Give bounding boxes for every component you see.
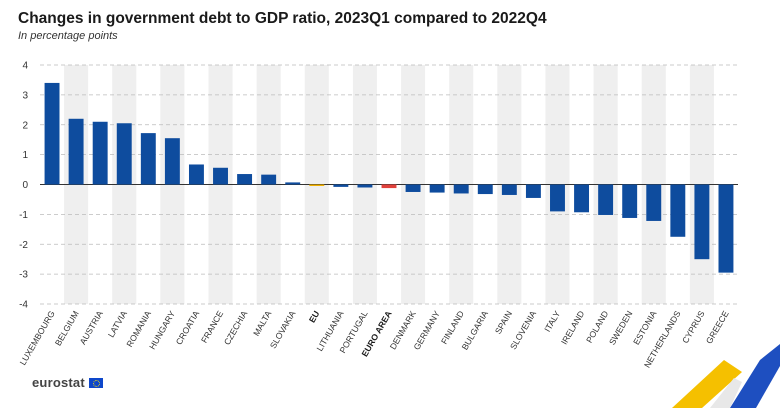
bar-lithuania (333, 184, 349, 187)
eurostat-logo: eurostat (32, 375, 103, 390)
x-tick-label: FRANCE (199, 309, 225, 345)
x-tick-label: AUSTRIA (78, 309, 105, 346)
bar-cyprus (694, 184, 710, 260)
bar-slovakia (285, 182, 301, 185)
bar-france (213, 167, 228, 185)
x-tick-label: LUXEMBOURG (18, 309, 57, 367)
bar-hungary (164, 138, 180, 185)
x-tick-label: POLAND (584, 309, 610, 345)
bar-sweden (622, 184, 638, 218)
bar-romania (140, 133, 156, 185)
bar-eu (309, 184, 325, 186)
bars (44, 82, 734, 273)
bar-euro-area (381, 184, 397, 189)
bar-finland (453, 184, 469, 194)
bar-malta (261, 174, 277, 185)
bar-luxembourg (44, 82, 60, 185)
x-tick-label: IRELAND (559, 309, 586, 346)
bar-estonia (646, 184, 662, 221)
x-tick-label: CZECHIA (222, 309, 250, 347)
bar-spain (501, 184, 517, 195)
y-tick-label: 3 (22, 90, 28, 101)
bar-poland (598, 184, 614, 215)
x-tick-label: ITALY (542, 309, 562, 334)
bar-denmark (405, 184, 421, 192)
bar-croatia (188, 164, 204, 185)
y-tick-label: -1 (19, 210, 28, 221)
bar-germany (429, 184, 445, 193)
y-tick-label: 0 (22, 180, 28, 191)
bar-netherlands (670, 184, 686, 237)
bar-italy (550, 184, 565, 212)
x-tick-label: SPAIN (493, 309, 514, 336)
x-tick-label: CROATIA (174, 309, 202, 347)
chart-title: Changes in government debt to GDP ratio,… (18, 10, 547, 27)
bar-ireland (574, 184, 590, 213)
y-tick-label: 4 (22, 61, 28, 72)
x-tick-label: LATVIA (106, 309, 129, 339)
logo-text: eurostat (32, 375, 85, 390)
x-tick-label: MALTA (251, 309, 273, 338)
bar-austria (92, 121, 108, 185)
bar-belgium (68, 118, 84, 185)
y-tick-label: -2 (19, 240, 28, 251)
x-tick-label: FINLAND (439, 309, 466, 346)
y-tick-label: -4 (19, 300, 28, 311)
eu-flag-icon (88, 377, 103, 388)
gridlines (40, 64, 738, 305)
y-tick-label: 1 (22, 150, 28, 161)
bar-greece (718, 184, 734, 273)
bar-latvia (116, 123, 132, 185)
bar-czechia (237, 174, 253, 185)
y-tick-label: -3 (19, 270, 28, 281)
bar-bulgaria (477, 184, 493, 195)
bar-slovenia (525, 184, 541, 198)
x-tick-label: EU (307, 309, 322, 324)
corner-ribbon-icon (672, 344, 780, 408)
chart-subtitle: In percentage points (18, 30, 118, 42)
y-axis-ticks: 4 3 2 1 0 -1 -2 -3 -4 (19, 61, 28, 311)
y-tick-label: 2 (22, 120, 28, 131)
bar-portugal (357, 184, 373, 188)
